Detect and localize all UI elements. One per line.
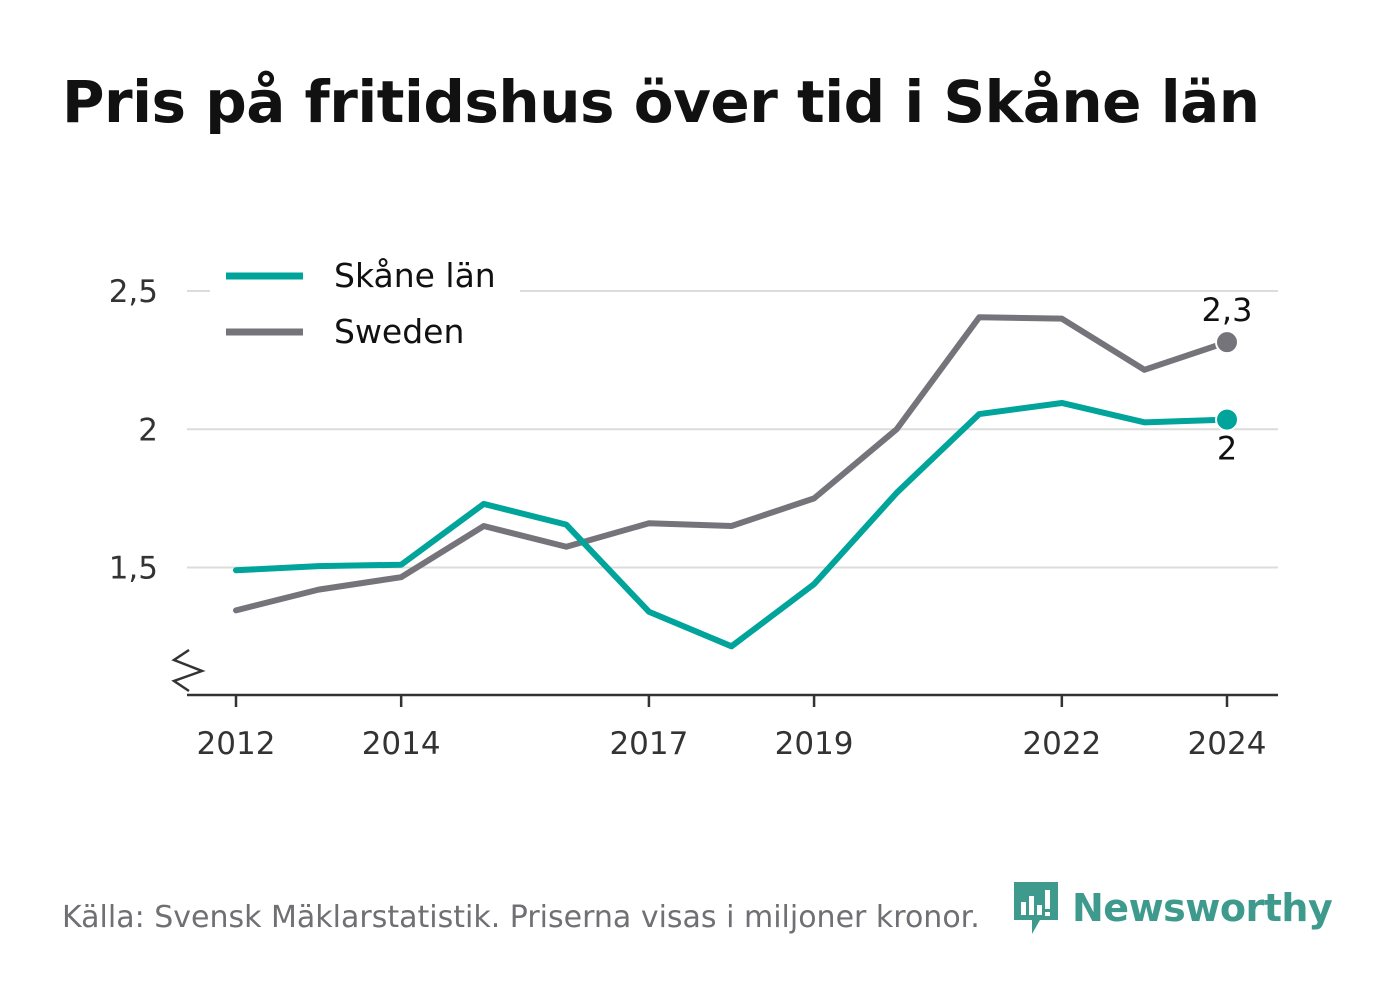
- x-tick-label: 2019: [775, 726, 854, 762]
- x-tick-label: 2014: [362, 726, 441, 762]
- x-tick-label: 2022: [1022, 726, 1101, 762]
- series-line-sk-ne-l-n: [233, 399, 1230, 650]
- x-axis-tick-labels: 2012 2014 2017 2019 2022 2024: [197, 726, 1267, 762]
- brand-name: Newsworthy: [1072, 886, 1333, 930]
- x-tick-label: 2017: [609, 726, 688, 762]
- end-value-label: 2: [1217, 430, 1237, 468]
- end-point-marker: [1215, 407, 1239, 432]
- legend-label: Skåne län: [334, 256, 496, 295]
- x-tick-label: 2012: [197, 726, 276, 762]
- y-axis-tick-labels: 1,5 2 2,5: [109, 274, 158, 587]
- legend: Skåne län Sweden: [210, 252, 520, 362]
- axis-break-icon: [171, 648, 206, 693]
- legend-label: Sweden: [334, 312, 464, 351]
- y-tick-label: 2,5: [109, 274, 158, 310]
- chart-title: Pris på fritidshus över tid i Skåne län: [62, 68, 1260, 136]
- source-note: Källa: Svensk Mäklarstatistik. Priserna …: [62, 900, 980, 935]
- series-line-sweden: [233, 314, 1230, 614]
- end-value-label: 2,3: [1202, 291, 1253, 329]
- y-tick-label: 1,5: [109, 551, 158, 587]
- legend-background: [210, 252, 520, 362]
- series-end-markers: 22,3: [1199, 288, 1256, 470]
- series-lines: [233, 314, 1230, 650]
- x-tick-label: 2024: [1188, 726, 1267, 762]
- x-axis: [171, 648, 1278, 707]
- newsworthy-brand: Newsworthy: [1010, 878, 1333, 938]
- y-tick-label: 2: [138, 412, 158, 448]
- newsworthy-logo-icon: [1014, 882, 1058, 934]
- end-point-marker: [1215, 330, 1239, 355]
